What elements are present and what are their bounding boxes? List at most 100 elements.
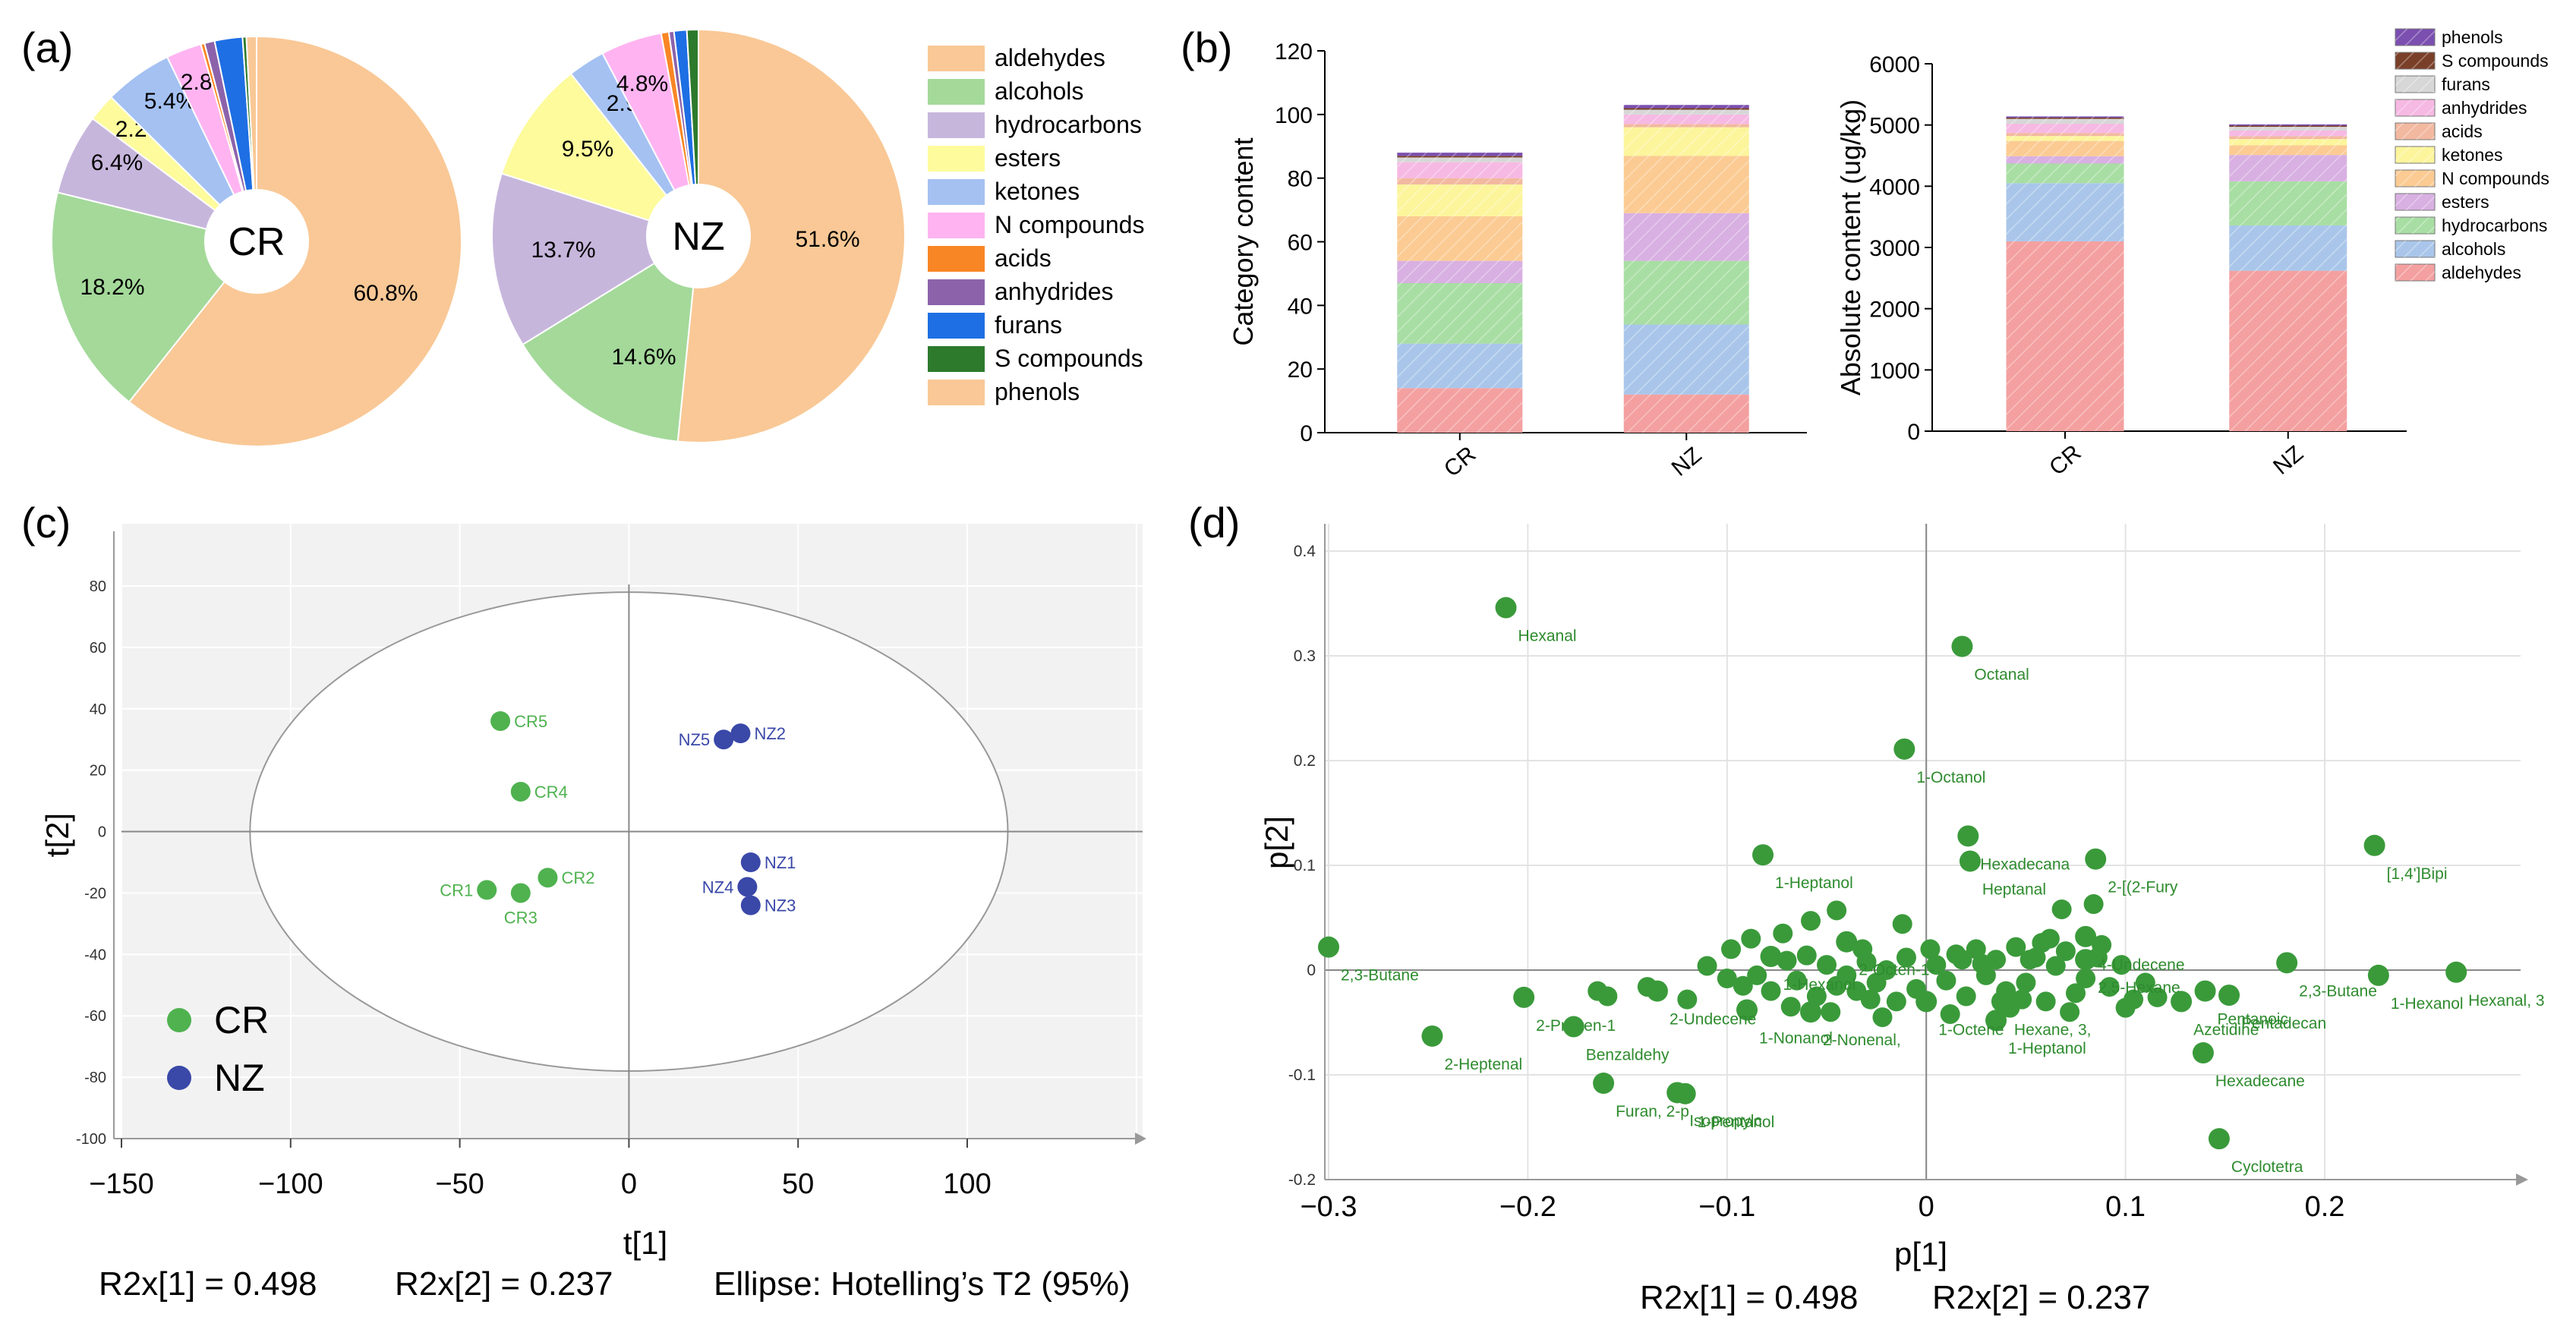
legend-hatch: [2395, 76, 2435, 93]
legend-hatch: [2395, 147, 2435, 163]
legend-label-acids: acids: [995, 244, 1052, 272]
y-tick-label: -20: [84, 885, 106, 902]
pie-slice-cr-ketones: [109, 55, 235, 206]
loading-point: [1597, 986, 1618, 1007]
loading-point: [1951, 635, 1973, 657]
loading-point: [2006, 937, 2026, 957]
loading-point: [2192, 1042, 2214, 1064]
bar-hatch: [2006, 156, 2124, 164]
bar-chart-absolute-content: 0 1000 2000 3000 4000 5000 6000 CR NZ Absolute co…: [1835, 52, 2407, 480]
y-tick-label: 6000: [1869, 52, 1920, 77]
score-point-cr1: [477, 880, 497, 900]
pie-slice-nz-hydrocarbons: [491, 172, 656, 346]
score-point-label: CR4: [534, 783, 568, 802]
loading-point: [1972, 953, 1992, 974]
x-tick-label: −50: [435, 1168, 484, 1200]
loading-point-label: 1-Nonanol: [1759, 1029, 1833, 1047]
y-tick-label: 0: [1307, 962, 1316, 979]
score-point-nz2: [730, 723, 751, 744]
pie-slice-nz-alcohols: [522, 262, 695, 443]
loading-point: [2016, 972, 2036, 993]
loading-point: [2099, 977, 2120, 997]
loading-point-label: Pentadecan: [2241, 1015, 2326, 1032]
score-point-nz4: [737, 877, 758, 897]
loading-point: [1852, 939, 1873, 959]
x-tick-label: 0.2: [2305, 1191, 2345, 1223]
legend-label-alcohols: alcohols: [2442, 239, 2505, 259]
score-plot-c: -100 -80 -60 -40 -20 0 20 40 60 80 −150 −100 −50 0 50 1…: [39, 524, 1146, 1303]
y-axis-title: t[2]: [39, 813, 75, 857]
y-axis-title: Absolute content (ug/kg): [1835, 99, 1866, 395]
pie-slice-nz-esters: [500, 72, 668, 222]
legend-label-phenols: phenols: [2442, 27, 2503, 47]
legend-hatch: [2395, 29, 2435, 46]
panel-label-d: (d): [1188, 499, 1240, 547]
y-tick-label: 2000: [1869, 298, 1920, 323]
loading-point-label: 1-Hexanol: [1783, 976, 1856, 994]
loading-point: [1773, 923, 1793, 944]
loading-point: [1562, 1016, 1584, 1038]
legend-label-acids: acids: [2442, 121, 2483, 141]
bar-hatch: [1397, 178, 1523, 185]
bar-hatch: [1397, 153, 1523, 156]
loading-point: [1896, 947, 1916, 968]
legend-hatch: [2395, 123, 2435, 140]
legend-label-esters: esters: [995, 144, 1061, 172]
pie-slice-nz-aldehydes: [676, 28, 906, 443]
y-tick-label: 20: [90, 763, 106, 780]
loading-point: [1761, 981, 1781, 1001]
loading-point: [2083, 894, 2104, 915]
y-tick-label: 5000: [1869, 114, 1920, 139]
score-point-cr3: [510, 883, 531, 903]
pie-slice-nz-s_compounds: [686, 28, 699, 186]
loading-point: [1717, 969, 1737, 989]
bar-hatch: [2006, 241, 2124, 431]
loading-point: [2076, 969, 2096, 989]
bar-hatch: [2229, 125, 2347, 128]
legend-hatch: [2395, 99, 2435, 116]
loading-point: [1796, 945, 1817, 966]
pie-legend: aldehydes alcohols hydrocarbons esters keton…: [928, 44, 1144, 405]
loading-point: [1837, 965, 1857, 985]
y-tick-label: -80: [84, 1070, 106, 1086]
legend-label-s_compounds: S compounds: [995, 345, 1143, 372]
loading-point: [1674, 1082, 1696, 1104]
bar-hatch: [1623, 394, 1749, 433]
loading-point: [1806, 986, 1827, 1007]
score-point-label: NZ1: [765, 853, 796, 872]
loading-point: [2085, 848, 2107, 870]
loading-point-label: 2,5-Hexane: [2098, 979, 2180, 997]
legend-label-aldehydes: aldehydes: [2442, 263, 2521, 282]
loading-point: [1721, 939, 1742, 959]
y-tick-label: 3000: [1869, 236, 1920, 261]
loading-point: [2363, 834, 2385, 856]
pie-slice-label: 18.2%: [80, 275, 144, 300]
loading-point-label: 2,3-Butane: [1341, 967, 1419, 985]
loading-point: [1777, 950, 1797, 971]
legend-marker-nz: [167, 1066, 191, 1090]
x-axis-title: p[1]: [1894, 1236, 1947, 1271]
loading-point: [1940, 1003, 1960, 1024]
y-tick-label: 60: [1288, 231, 1313, 256]
loading-point: [2208, 1128, 2230, 1150]
score-point-label: NZ5: [679, 730, 711, 749]
y-tick-label: -60: [84, 1008, 106, 1025]
legend-swatch-hydrocarbons: [928, 112, 985, 138]
loading-point-label: 1-Hexanol: [2391, 995, 2464, 1013]
loading-point: [2060, 1002, 2080, 1022]
legend-label-esters: esters: [2442, 192, 2489, 212]
loading-point-label: Octanal: [1974, 666, 2029, 684]
bar-hatch: [1623, 260, 1749, 325]
loading-point: [1495, 597, 1517, 619]
y-tick-label: 4000: [1869, 175, 1920, 200]
loading-point: [2075, 925, 2097, 947]
legend-swatch-phenols: [928, 380, 985, 405]
score-point-label: CR2: [561, 868, 594, 887]
y-tick-label: -0.1: [1288, 1066, 1316, 1084]
legend-label-n_compounds: N compounds: [2442, 169, 2549, 188]
loading-point-label: 2-Nonenal,: [1823, 1032, 1901, 1049]
footer-r2x1: R2x[1] = 0.498: [99, 1265, 317, 1303]
loading-point: [1991, 991, 2013, 1013]
pie-slice-label: 51.6%: [795, 227, 859, 252]
